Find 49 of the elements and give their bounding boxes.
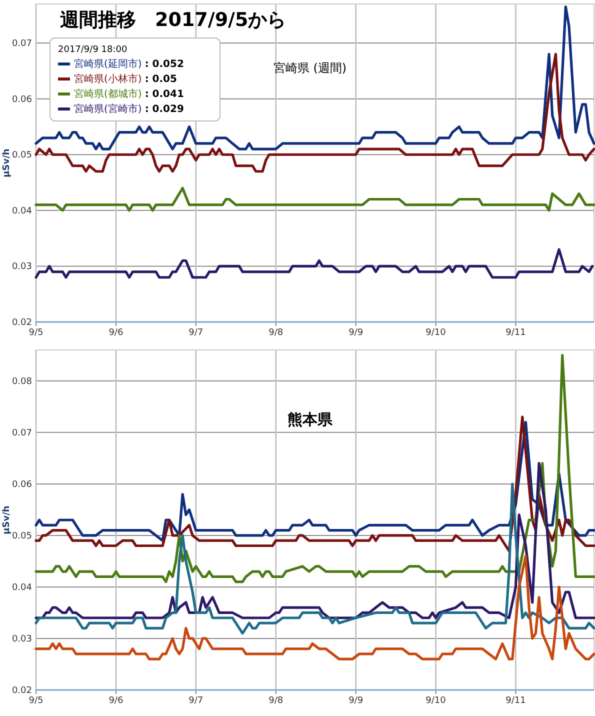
- y-tick-label: 0.06: [12, 480, 32, 490]
- annotation: : 0.05: [144, 74, 178, 85]
- line-series: [34, 462, 595, 620]
- y-tick-label: 0.08: [12, 376, 32, 387]
- annotation: 2017/9/9 18:00: [58, 45, 128, 55]
- y-axis-title: μSv/h: [2, 148, 12, 178]
- x-tick-label: 9/5: [28, 696, 44, 706]
- line-series: [34, 354, 595, 584]
- legend-label: 宮崎県(小林市): [74, 73, 142, 85]
- y-tick-label: 0.04: [12, 206, 32, 216]
- x-tick-label: 9/10: [426, 696, 446, 706]
- x-tick-label: 9/11: [506, 696, 526, 706]
- x-tick-label: 9/6: [108, 696, 124, 706]
- y-tick-label: 0.03: [12, 634, 32, 644]
- x-tick-label: 9/9: [348, 328, 364, 338]
- line-series: [34, 5, 595, 150]
- y-tick-label: 0.02: [12, 686, 32, 696]
- legend-label: 宮崎県(宮崎市): [74, 103, 142, 115]
- y-tick-label: 0.07: [12, 39, 32, 50]
- line-series: [34, 186, 595, 212]
- line-series: [34, 248, 594, 279]
- y-tick-label: 0.06: [12, 94, 32, 105]
- x-tick-label: 9/7: [188, 696, 204, 706]
- x-tick-label: 9/8: [268, 696, 284, 706]
- x-tick-label: 9/8: [268, 328, 284, 338]
- y-tick-label: 0.05: [12, 150, 32, 161]
- text: 熊本県: [288, 410, 334, 428]
- y-tick-label: 0.03: [12, 262, 32, 272]
- x-tick-label: 9/6: [108, 328, 124, 338]
- x-tick-label: 9/5: [28, 328, 44, 338]
- legend-label: 宮崎県(都城市): [74, 88, 142, 100]
- annotation: : 0.052: [144, 59, 184, 70]
- annotation: : 0.029: [144, 104, 184, 115]
- line-series: [34, 52, 595, 173]
- x-tick-label: 9/11: [506, 328, 526, 338]
- line-series: [34, 554, 595, 660]
- y-axis-title: μSv/h: [2, 506, 12, 534]
- y-tick-label: 0.07: [12, 428, 32, 438]
- y-tick-label: 0.02: [12, 318, 32, 328]
- y-tick-label: 0.04: [12, 582, 32, 593]
- y-tick-label: 0.05: [12, 531, 32, 542]
- annotation: : 0.041: [144, 89, 184, 100]
- chart-title: 週間推移 2017/9/5から: [59, 9, 286, 31]
- legend-label: 宮崎県(延岡市): [74, 58, 142, 70]
- x-tick-label: 9/10: [426, 328, 446, 338]
- x-tick-label: 9/7: [188, 328, 204, 338]
- x-tick-label: 9/9: [348, 696, 364, 706]
- text: 宮崎県 (週間): [273, 61, 347, 75]
- line-series: [34, 482, 595, 635]
